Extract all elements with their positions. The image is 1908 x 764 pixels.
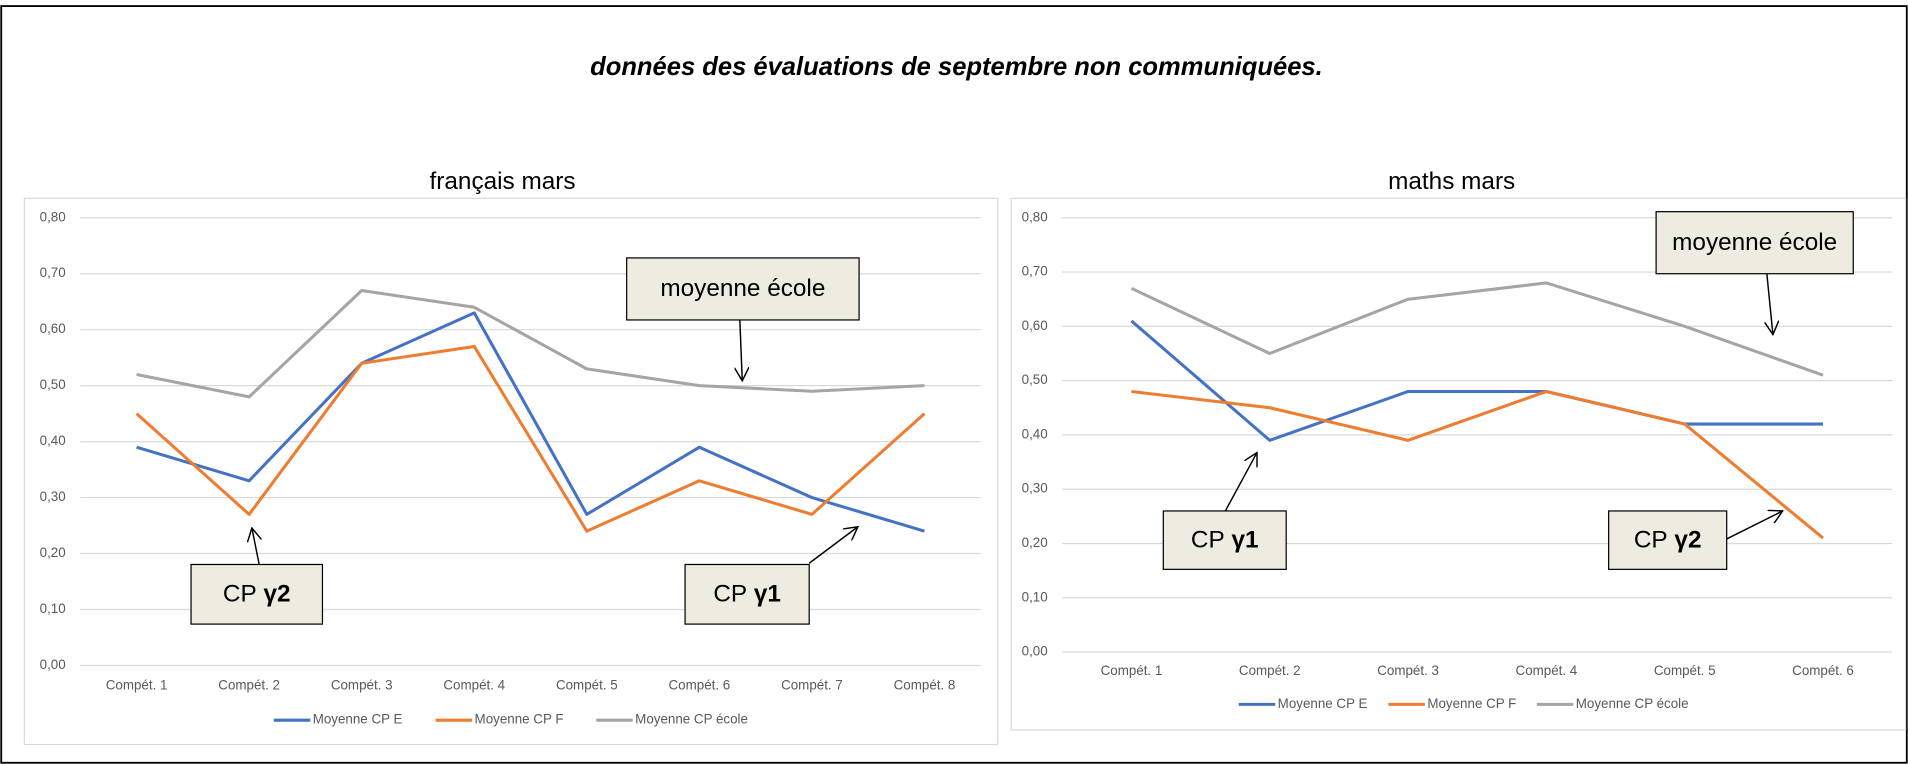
annotation-arrow — [808, 527, 858, 564]
legend-label: Moyenne CP école — [1576, 696, 1689, 711]
y-tick-label: 0,50 — [40, 377, 66, 392]
annotation-label: moyenne école — [1672, 229, 1837, 256]
x-tick-label: Compét. 8 — [894, 678, 956, 693]
annotation-box — [1608, 510, 1728, 570]
series-line — [1130, 281, 1824, 377]
annotation-label: CP — [713, 581, 747, 608]
y-tick-label: 0,40 — [40, 433, 66, 448]
annotation-text: CP γ2 — [1634, 527, 1702, 554]
series-line — [136, 311, 925, 533]
series-line — [1130, 319, 1824, 442]
y-tick-label: 0,30 — [1022, 481, 1048, 496]
y-tick-label: 0,20 — [1022, 535, 1048, 550]
annotation-label: CP — [223, 581, 257, 608]
annotation-arrow — [1767, 273, 1773, 335]
annotation-label: CP — [1634, 527, 1668, 554]
annotation-emphasis: γ1 — [754, 581, 781, 608]
annotation-emphasis: γ2 — [264, 581, 291, 608]
x-tick-label: Compét. 2 — [1239, 663, 1301, 678]
x-tick-label: Compét. 2 — [218, 678, 280, 693]
x-tick-label: Compét. 5 — [1654, 663, 1716, 678]
y-tick-label: 0,00 — [1022, 644, 1048, 659]
annotation-box — [684, 563, 810, 625]
x-tick-label: Compét. 6 — [1792, 663, 1854, 678]
x-tick-label: Compét. 4 — [1516, 663, 1578, 678]
y-tick-label: 0,00 — [40, 657, 66, 672]
legend-label: Moyenne CP F — [475, 712, 564, 727]
series-line — [135, 344, 926, 533]
y-tick-label: 0,70 — [1022, 264, 1048, 279]
annotation-text: moyenne école — [660, 276, 825, 303]
y-tick-label: 0,10 — [1022, 589, 1048, 604]
y-tick-label: 0,30 — [40, 489, 66, 504]
annotation-text: CP γ1 — [713, 581, 781, 608]
series-line — [1131, 389, 1824, 540]
annotation-box — [1655, 211, 1854, 275]
annotation-label: moyenne école — [660, 276, 825, 303]
annotation-box — [1162, 510, 1287, 570]
x-tick-label: Compét. 1 — [106, 678, 168, 693]
heading: données des évaluations de septembre non… — [590, 53, 1323, 81]
legend-label: Moyenne CP F — [1427, 696, 1516, 711]
annotation-arrow — [1726, 511, 1783, 540]
legend-label: Moyenne CP E — [313, 712, 403, 727]
x-tick-label: Compét. 4 — [443, 678, 505, 693]
annotation-text: CP γ2 — [223, 581, 291, 608]
legend-label: Moyenne CP E — [1278, 696, 1368, 711]
y-tick-label: 0,70 — [40, 265, 66, 280]
chart-panel — [1010, 197, 1907, 731]
x-tick-label: Compét. 1 — [1101, 663, 1163, 678]
annotation-text: CP γ1 — [1191, 527, 1259, 554]
y-tick-label: 0,40 — [1022, 426, 1048, 441]
chart-title: français mars — [430, 168, 576, 195]
x-tick-label: Compét. 6 — [669, 678, 731, 693]
y-tick-label: 0,60 — [40, 321, 66, 336]
x-tick-label: Compét. 3 — [331, 678, 393, 693]
y-tick-label: 0,20 — [40, 545, 66, 560]
chart-title: maths mars — [1388, 168, 1515, 195]
y-tick-label: 0,80 — [1022, 209, 1048, 224]
y-tick-label: 0,10 — [40, 601, 66, 616]
y-tick-label: 0,50 — [1022, 372, 1048, 387]
annotation-arrow — [1224, 453, 1257, 512]
annotation-text: moyenne école — [1672, 229, 1837, 256]
x-tick-label: Compét. 7 — [781, 678, 843, 693]
annotation-label: CP — [1191, 527, 1225, 554]
x-tick-label: Compét. 3 — [1377, 663, 1439, 678]
annotation-box — [190, 563, 324, 625]
legend-label: Moyenne CP école — [635, 712, 748, 727]
annotation-emphasis: γ2 — [1674, 527, 1701, 554]
annotation-arrow — [740, 319, 742, 381]
y-tick-label: 0,80 — [40, 209, 66, 224]
y-tick-label: 0,60 — [1022, 318, 1048, 333]
series-line — [136, 288, 925, 399]
x-tick-label: Compét. 5 — [556, 678, 618, 693]
annotation-arrow — [252, 528, 259, 565]
annotation-emphasis: γ1 — [1231, 527, 1258, 554]
annotation-box — [626, 257, 860, 321]
